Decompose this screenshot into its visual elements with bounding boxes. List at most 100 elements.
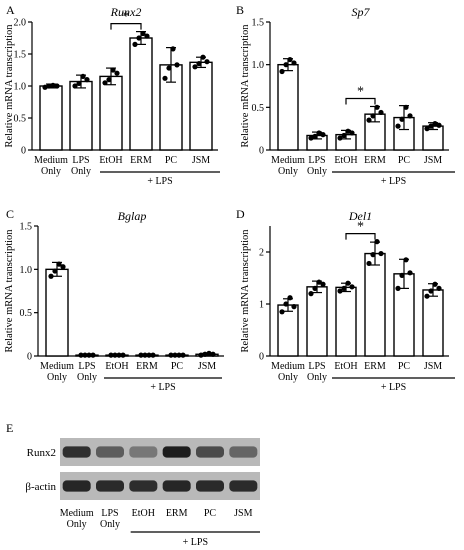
data-point	[204, 59, 210, 65]
chart-title: Sp7	[352, 5, 371, 19]
data-point	[283, 62, 289, 68]
data-point	[320, 132, 326, 138]
blot-band	[96, 480, 124, 492]
data-point	[366, 117, 372, 123]
data-point	[308, 291, 314, 297]
data-point	[337, 288, 343, 294]
blot-band	[229, 480, 258, 492]
data-point	[366, 260, 372, 267]
blot-lane-label: Only	[100, 519, 120, 530]
data-point	[142, 352, 148, 358]
lps-group-label: + LPS	[147, 176, 172, 187]
data-point	[102, 80, 108, 86]
data-point	[150, 352, 156, 358]
x-tick-label: LPS	[308, 155, 325, 166]
y-tick-label: 1.5	[252, 18, 265, 29]
blot-band	[62, 446, 91, 458]
data-point	[172, 352, 178, 358]
x-tick-label: Only	[77, 372, 97, 383]
bar	[189, 61, 213, 151]
x-tick-label: PC	[398, 155, 411, 166]
data-point	[349, 130, 355, 136]
blot-lane-label: ERM	[166, 508, 188, 519]
x-tick-label: Medium	[34, 155, 68, 166]
x-tick-label: JSM	[424, 155, 442, 166]
blot-row-label: Runx2	[27, 447, 56, 459]
blot-band	[196, 480, 224, 492]
data-point	[132, 41, 138, 48]
x-tick-label: Only	[307, 166, 327, 177]
data-point	[432, 281, 438, 287]
data-point	[407, 113, 413, 119]
panel-letter: A	[6, 3, 15, 17]
data-point	[80, 73, 86, 79]
data-point	[428, 123, 434, 129]
significance-bracket	[110, 23, 142, 30]
data-point	[436, 122, 442, 128]
x-tick-label: EtOH	[334, 361, 357, 372]
blot-lane-label: PC	[204, 508, 217, 519]
x-tick-label: JSM	[198, 361, 216, 372]
data-point	[48, 273, 54, 279]
data-point	[166, 65, 172, 71]
blot-band	[196, 446, 224, 458]
data-point	[349, 284, 355, 290]
bar	[45, 268, 69, 357]
y-tick-label: 1.0	[252, 60, 265, 71]
data-point	[78, 352, 84, 358]
data-point	[136, 35, 142, 41]
y-tick-label: 0	[21, 146, 26, 157]
blot-strip	[60, 472, 260, 500]
blot-band	[96, 446, 124, 458]
data-point	[106, 77, 112, 83]
data-point	[180, 352, 186, 358]
data-point	[140, 30, 146, 37]
chart-panel-c: C Bglap Relative mRNA transcription 0 0.5 1.0…	[4, 207, 224, 393]
chart-title: Del1	[348, 209, 372, 223]
data-point	[174, 62, 180, 68]
x-tick-label: LPS	[72, 155, 89, 166]
blot-band	[229, 446, 258, 458]
data-point	[291, 304, 297, 310]
data-point	[341, 132, 347, 139]
chart-panel-a: A Runx2 Relative mRNA transcription 0 0.5 1.0…	[4, 3, 220, 187]
significance-star: *	[123, 10, 130, 25]
data-point	[170, 46, 176, 52]
lps-group-label: + LPS	[183, 537, 208, 548]
bar	[306, 286, 328, 357]
x-tick-label: PC	[165, 155, 178, 166]
data-point	[370, 113, 376, 119]
bar	[335, 286, 357, 357]
blot-band	[129, 480, 158, 492]
blot-lane-label: LPS	[101, 508, 118, 519]
y-tick-label: 0	[259, 352, 264, 363]
data-point	[312, 133, 318, 139]
data-point	[52, 268, 58, 274]
data-point	[403, 257, 409, 263]
data-point	[370, 252, 376, 258]
data-point	[279, 68, 285, 75]
data-point	[84, 77, 90, 83]
y-tick-label: 0	[27, 352, 32, 363]
y-tick-label: 0.5	[14, 114, 27, 125]
x-tick-label: PC	[398, 361, 411, 372]
y-tick-label: 1.0	[14, 82, 27, 93]
significance-star: *	[357, 84, 364, 99]
data-point	[86, 352, 92, 358]
x-tick-label: Medium	[40, 361, 74, 372]
lps-group-label: + LPS	[150, 382, 175, 393]
data-point	[72, 83, 78, 89]
x-tick-label: ERM	[130, 155, 152, 166]
data-point	[42, 84, 48, 90]
blot-band	[129, 446, 158, 458]
data-point	[316, 130, 322, 136]
blot-lane-label: Medium	[60, 508, 94, 519]
significance-bracket	[345, 97, 376, 105]
y-tick-label: 0.5	[252, 103, 265, 114]
data-point	[206, 350, 212, 356]
data-point	[378, 109, 384, 116]
data-point	[432, 120, 438, 127]
data-point	[287, 56, 293, 63]
y-tick-label: 1.0	[20, 265, 33, 276]
